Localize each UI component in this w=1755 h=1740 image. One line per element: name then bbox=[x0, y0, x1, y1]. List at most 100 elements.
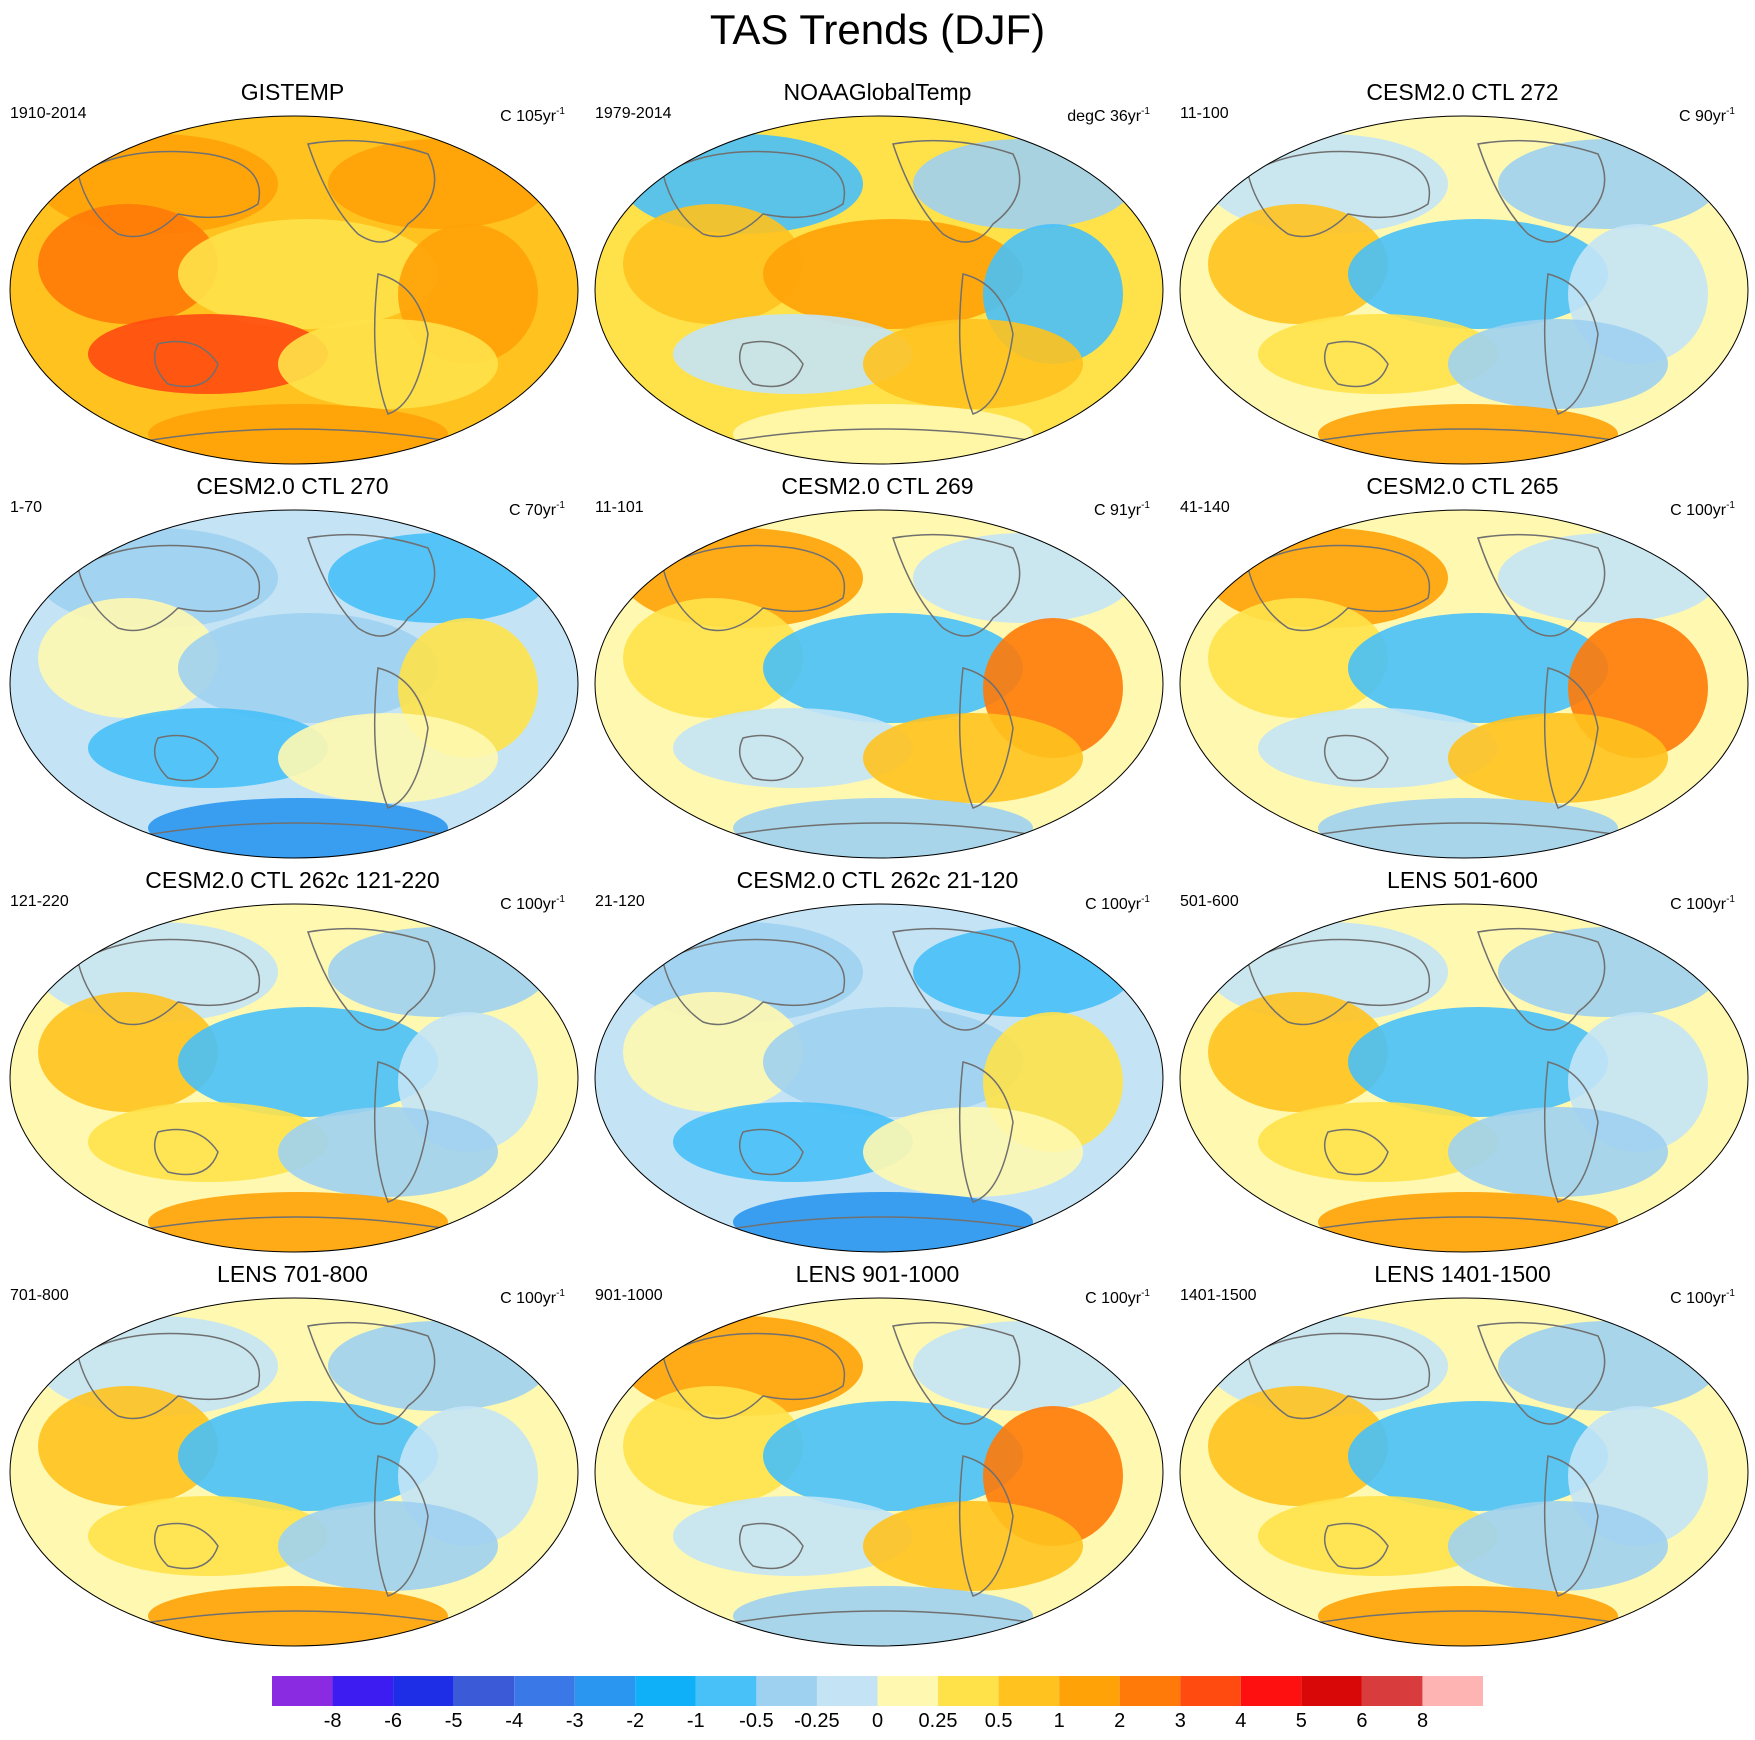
trend-region bbox=[623, 204, 803, 324]
panel-title: GISTEMP bbox=[240, 79, 345, 105]
coastline bbox=[153, 734, 219, 782]
coastline bbox=[1323, 1522, 1389, 1570]
trend-region bbox=[913, 139, 1133, 229]
trend-region bbox=[673, 1102, 913, 1182]
trend-region bbox=[863, 1107, 1083, 1197]
map-panel: GISTEMP 1910-2014 C 105yr-1 bbox=[0, 78, 585, 472]
colorbar-box bbox=[1301, 1676, 1362, 1706]
trend-region bbox=[38, 204, 218, 324]
coastline bbox=[373, 273, 429, 415]
panel-title: CESM2.0 CTL 265 bbox=[1366, 473, 1559, 499]
coastline bbox=[1297, 1610, 1639, 1627]
trend-region bbox=[1348, 219, 1608, 329]
trend-region bbox=[1448, 1107, 1668, 1197]
colorbar-box bbox=[938, 1676, 999, 1706]
panel-unit-label: C 100yr-1 bbox=[1670, 500, 1735, 519]
trend-region bbox=[328, 139, 548, 229]
coastline bbox=[712, 1216, 1054, 1233]
trend-region bbox=[328, 533, 548, 623]
trend-region bbox=[88, 1102, 328, 1182]
panel-title: NOAAGlobalTemp bbox=[783, 79, 972, 105]
trend-region bbox=[1348, 1401, 1608, 1511]
trend-region bbox=[733, 798, 1033, 858]
panel-unit-label: C 100yr-1 bbox=[500, 1288, 565, 1307]
trend-region bbox=[38, 598, 218, 718]
colorbar-box bbox=[1361, 1676, 1423, 1706]
panel-title: LENS 901-1000 bbox=[795, 1261, 960, 1287]
coastline bbox=[738, 1522, 804, 1570]
colorbar-tick-label: 5 bbox=[1295, 1710, 1307, 1732]
coastline bbox=[738, 734, 804, 782]
colorbar-box bbox=[332, 1676, 394, 1706]
trend-region bbox=[623, 1386, 803, 1506]
colorbar-tick-label: -4 bbox=[505, 1710, 524, 1732]
coastline bbox=[712, 428, 1054, 445]
coastline bbox=[153, 1128, 219, 1176]
trend-region bbox=[1258, 314, 1498, 394]
coastline bbox=[1297, 822, 1639, 839]
trend-region bbox=[1318, 404, 1618, 464]
panel-unit-label: degC 36yr-1 bbox=[1067, 106, 1150, 125]
colorbar-box bbox=[1422, 1676, 1483, 1706]
colorbar-tick-label: -5 bbox=[444, 1710, 463, 1732]
coastline bbox=[77, 544, 261, 632]
coastline bbox=[127, 428, 469, 445]
trend-region bbox=[863, 1501, 1083, 1591]
panel-unit-label: C 100yr-1 bbox=[500, 894, 565, 913]
colorbar-box bbox=[877, 1676, 939, 1706]
trend-region bbox=[148, 1586, 448, 1646]
trend-region bbox=[733, 1586, 1033, 1646]
colorbar-box bbox=[816, 1676, 878, 1706]
world-map bbox=[9, 509, 579, 859]
colorbar-box bbox=[695, 1676, 757, 1706]
coastline bbox=[662, 150, 846, 238]
colorbar-box bbox=[514, 1676, 575, 1706]
world-map bbox=[1179, 115, 1749, 465]
trend-region bbox=[1448, 713, 1668, 803]
trend-region bbox=[733, 404, 1033, 464]
coastline bbox=[1323, 340, 1389, 388]
trend-region bbox=[178, 1007, 438, 1117]
coastline bbox=[77, 938, 261, 1026]
coastline bbox=[892, 533, 1021, 637]
trend-region bbox=[178, 613, 438, 723]
colorbar-box bbox=[1180, 1676, 1241, 1706]
map-border bbox=[594, 509, 1164, 859]
trend-region bbox=[673, 708, 913, 788]
colorbar-tick-label: 4 bbox=[1235, 1710, 1247, 1732]
panel-unit-label: C 100yr-1 bbox=[1085, 894, 1150, 913]
colorbar-box bbox=[393, 1676, 454, 1706]
map-panel: LENS 701-800 701-800 C 100yr-1 bbox=[0, 1260, 585, 1654]
panel-unit-label: C 91yr-1 bbox=[1093, 500, 1150, 519]
colorbar-box bbox=[272, 1676, 333, 1706]
trend-region bbox=[1258, 1102, 1498, 1182]
coastline bbox=[892, 139, 1021, 243]
colorbar-tick-label: -0.25 bbox=[794, 1710, 840, 1732]
map-panel: LENS 901-1000 901-1000 C 100yr-1 bbox=[585, 1260, 1170, 1654]
panel-unit-label: C 90yr-1 bbox=[1678, 106, 1735, 125]
coastline bbox=[373, 1455, 429, 1597]
coastline bbox=[738, 1128, 804, 1176]
world-map bbox=[594, 1297, 1164, 1647]
coastline bbox=[662, 938, 846, 1026]
trend-region bbox=[1498, 927, 1718, 1017]
trend-region bbox=[88, 1496, 328, 1576]
colorbar bbox=[272, 1676, 1483, 1706]
trend-region bbox=[328, 927, 548, 1017]
world-map bbox=[9, 903, 579, 1253]
trend-region bbox=[763, 1401, 1023, 1511]
coastline bbox=[1543, 667, 1599, 809]
coastline bbox=[958, 1061, 1014, 1203]
trend-region bbox=[863, 319, 1083, 409]
coastline bbox=[1297, 428, 1639, 445]
trend-region bbox=[328, 1321, 548, 1411]
coastline bbox=[958, 667, 1014, 809]
coastline bbox=[1477, 927, 1606, 1031]
trend-region bbox=[278, 1107, 498, 1197]
coastline bbox=[373, 1061, 429, 1203]
colorbar-box bbox=[756, 1676, 817, 1706]
panel-period-label: 1910-2014 bbox=[10, 105, 87, 122]
trend-region bbox=[178, 219, 438, 329]
panel-unit-label: C 100yr-1 bbox=[1670, 894, 1735, 913]
panel-title: CESM2.0 CTL 262c 121-220 bbox=[145, 867, 440, 893]
